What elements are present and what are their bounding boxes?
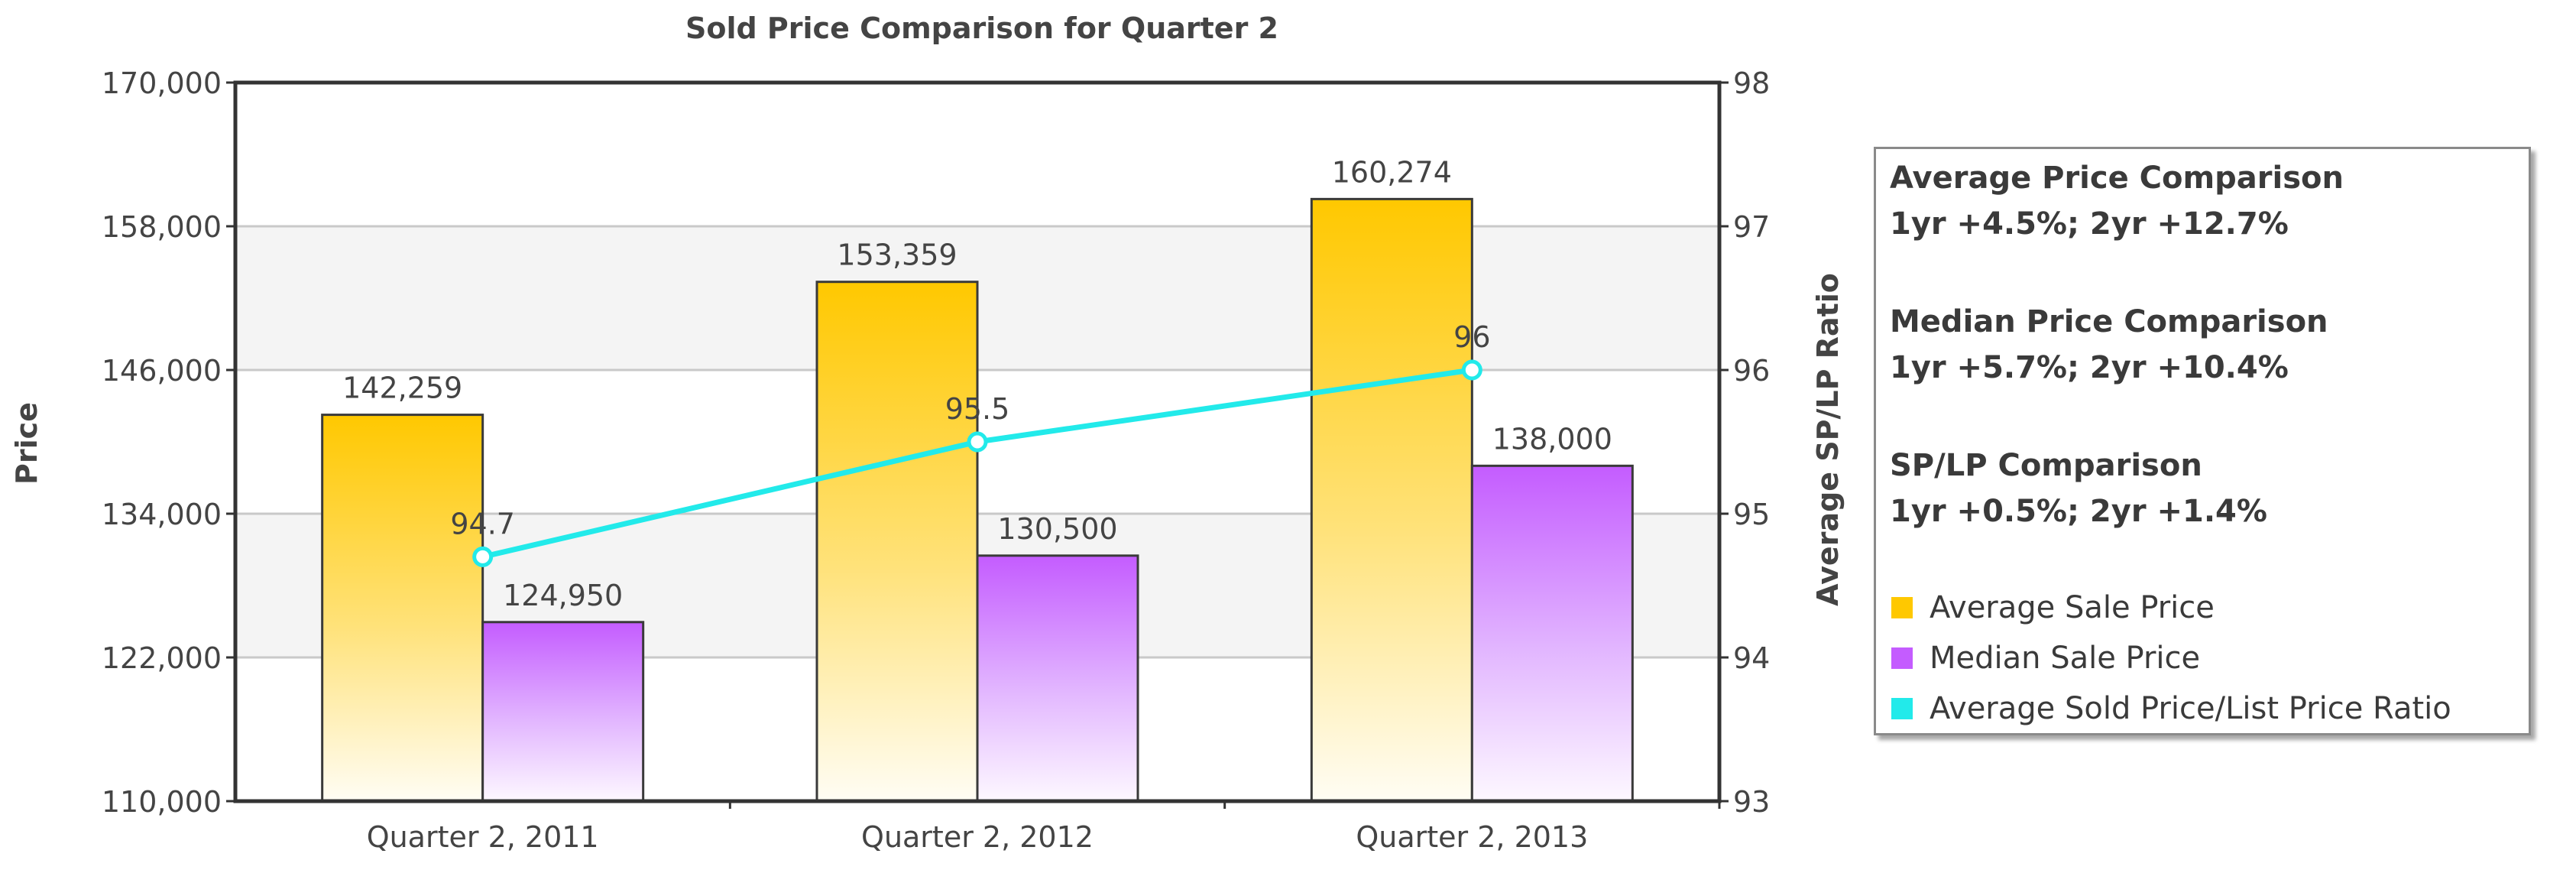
y-axis-title: Price — [10, 402, 44, 485]
y2-tick-label: 98 — [1733, 67, 1770, 100]
plot-frame — [233, 80, 1722, 803]
y-tick-label: 122,000 — [102, 641, 222, 675]
legend-label: Average Sold Price/List Price Ratio — [1930, 691, 2451, 726]
data-label: 153,359 — [837, 239, 957, 272]
bar-median-sale-price — [976, 554, 1139, 803]
y2-axis-title: Average SP/LP Ratio — [1811, 273, 1845, 606]
data-labels: 142,259 153,359 160,274 124,950 130,500 138,0… — [342, 155, 1612, 612]
bar-average-sale-price — [1310, 197, 1473, 803]
data-label: 130,500 — [997, 512, 1117, 546]
legend-swatch-cyan — [1891, 698, 1913, 719]
legend-item-ratio[interactable]: Average Sold Price/List Price Ratio — [1891, 686, 2451, 732]
ratio-label: 95.5 — [945, 392, 1010, 426]
axes: 110,000 122,000 134,000 146,000 158,000 170,0… — [102, 67, 1771, 854]
ratio-line — [472, 359, 1482, 567]
legend-label: Median Sale Price — [1930, 641, 2201, 676]
data-label: 160,274 — [1332, 155, 1452, 189]
x-tick-label: Quarter 2, 2011 — [367, 820, 599, 854]
data-label: 138,000 — [1492, 422, 1612, 456]
bar-average-sale-price — [321, 414, 484, 803]
y2-tick-label: 95 — [1733, 498, 1770, 531]
median-comparison-value: 1yr +5.7%; 2yr +10.4% — [1890, 350, 2289, 385]
legend-item-average-sale-price[interactable]: Average Sale Price — [1891, 585, 2215, 631]
legend-panel: Average Price Comparison 1yr +4.5%; 2yr … — [1874, 147, 2531, 735]
legend-swatch-gold — [1891, 597, 1913, 618]
y2-tick-label: 93 — [1733, 785, 1770, 819]
splp-comparison-value: 1yr +0.5%; 2yr +1.4% — [1890, 494, 2267, 529]
splp-comparison-title: SP/LP Comparison — [1890, 448, 2202, 483]
ratio-point — [472, 546, 494, 567]
ratio-point — [1461, 359, 1482, 381]
y-tick-label: 134,000 — [102, 498, 222, 531]
bar-median-sale-price — [1470, 464, 1634, 803]
legend-label: Average Sale Price — [1930, 590, 2215, 625]
data-label: 124,950 — [503, 579, 623, 612]
ratio-point — [967, 431, 988, 453]
average-price-comparison: Average Price Comparison 1yr +4.5%; 2yr … — [1890, 155, 2344, 247]
bar-average-sale-price — [815, 281, 979, 803]
x-tick-label: Quarter 2, 2012 — [861, 820, 1094, 854]
bar-median-sale-price — [481, 621, 645, 803]
legend-item-median-sale-price[interactable]: Median Sale Price — [1891, 635, 2200, 681]
median-comparison-title: Median Price Comparison — [1890, 304, 2328, 339]
x-tick-label: Quarter 2, 2013 — [1356, 820, 1588, 854]
y-tick-label: 110,000 — [102, 785, 222, 819]
y2-tick-label: 97 — [1733, 210, 1770, 244]
average-comparison-value: 1yr +4.5%; 2yr +12.7% — [1890, 206, 2289, 242]
ratio-label: 94.7 — [450, 507, 515, 540]
data-label: 142,259 — [342, 372, 462, 405]
y2-tick-label: 96 — [1733, 354, 1770, 388]
y-tick-label: 146,000 — [102, 354, 222, 388]
splp-comparison: SP/LP Comparison 1yr +0.5%; 2yr +1.4% — [1890, 443, 2267, 534]
y2-tick-label: 94 — [1733, 641, 1770, 675]
y-tick-label: 158,000 — [102, 210, 222, 244]
ratio-label: 96 — [1453, 320, 1490, 354]
legend-swatch-purple — [1891, 647, 1913, 669]
median-price-comparison: Median Price Comparison 1yr +5.7%; 2yr +… — [1890, 299, 2328, 391]
y-tick-label: 170,000 — [102, 67, 222, 100]
average-comparison-title: Average Price Comparison — [1890, 161, 2344, 196]
chart-title: Sold Price Comparison for Quarter 2 — [685, 11, 1278, 45]
